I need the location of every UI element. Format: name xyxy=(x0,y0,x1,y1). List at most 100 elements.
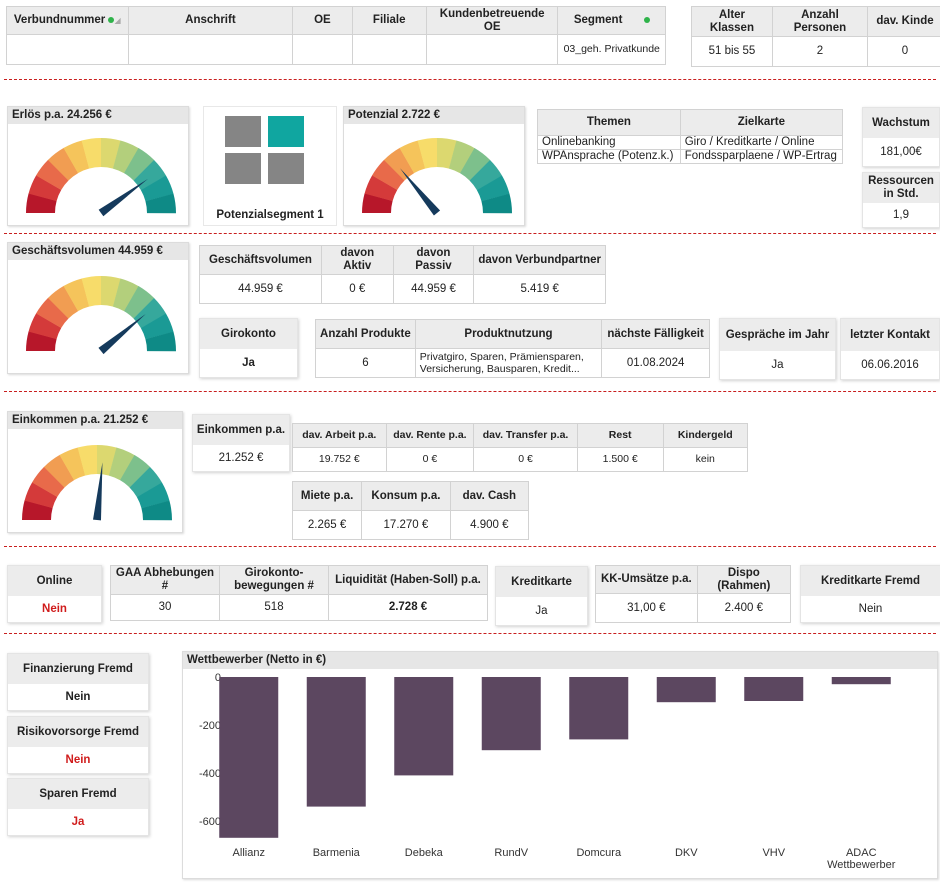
bar[interactable] xyxy=(394,677,454,776)
cell-oe xyxy=(292,34,353,65)
gauge-segment xyxy=(140,175,174,202)
gauge-segment xyxy=(36,159,69,190)
col-dispo[interactable]: Dispo (Rahmen) xyxy=(696,565,792,594)
gauge-segment xyxy=(81,276,102,307)
chart-panel-wettbewerber: Wettbewerber (Netto in €) 0 -200 -400 -600 A… xyxy=(182,651,938,879)
bar[interactable] xyxy=(481,677,541,751)
gauge-segment xyxy=(481,193,512,214)
gauge-segment xyxy=(141,500,172,521)
bar[interactable] xyxy=(831,677,891,685)
col-oe[interactable]: OE xyxy=(292,6,353,35)
col-liquiditaet[interactable]: Liquidität (Haben-Soll) p.a. xyxy=(328,565,488,595)
bar[interactable] xyxy=(656,677,716,703)
einkommen-table: dav. Arbeit p.a. dav. Rente p.a. dav. Tr… xyxy=(292,423,748,472)
class-table: Alter Klassen Anzahl Personen dav. Kinde… xyxy=(691,6,940,67)
gauge-title: Geschäftsvolumen 44.959 € xyxy=(8,243,188,260)
cell-dav-arbeit: 19.752 € xyxy=(292,447,387,472)
col-kk-umsaetze[interactable]: KK-Umsätze p.a. xyxy=(595,565,698,594)
card-label: Einkommen p.a. xyxy=(193,415,289,445)
col-themen[interactable]: Themen xyxy=(537,109,681,136)
col-davon-verbundpartner[interactable]: davon Verbundpartner xyxy=(473,245,606,275)
gauge-segment xyxy=(47,147,79,181)
cell-konsum: 17.270 € xyxy=(361,510,451,540)
cell-dav-kinder: 0 xyxy=(866,36,940,67)
cell-davon-passiv: 44.959 € xyxy=(392,274,475,304)
gauge-needle xyxy=(93,462,103,521)
col-filiale[interactable]: Filiale xyxy=(351,6,427,35)
col-anschrift[interactable]: Anschrift xyxy=(127,6,294,35)
gauge-segment xyxy=(101,138,121,169)
gauge-segment xyxy=(47,285,79,319)
col-anzahl-personen[interactable]: Anzahl Personen xyxy=(771,6,868,37)
sort-icon[interactable]: ◢ xyxy=(114,16,121,25)
bar[interactable] xyxy=(219,677,279,838)
col-davon-passiv[interactable]: davon Passiv xyxy=(392,245,475,275)
gauge-panel-einkommen: Einkommen p.a. 21.252 € xyxy=(7,411,183,533)
gauge-segment xyxy=(101,276,121,307)
cell-dav-transfer: 0 € xyxy=(473,447,578,472)
gauge-segment xyxy=(63,140,90,174)
col-alter-klassen[interactable]: Alter Klassen xyxy=(691,6,773,37)
bar[interactable] xyxy=(306,677,366,807)
kk-table: KK-Umsätze p.a. Dispo (Rahmen) 31,00 € 2… xyxy=(595,565,792,623)
col-rest[interactable]: Rest xyxy=(576,423,664,448)
col-miete[interactable]: Miete p.a. xyxy=(291,481,363,511)
card-sparen-fremd: Sparen Fremd Ja xyxy=(7,778,149,836)
card-label: Wachstum xyxy=(863,108,939,138)
col-kundenbetreuende-oe[interactable]: Kundenbetreuende OE xyxy=(425,6,559,35)
cell-davon-aktiv: 0 € xyxy=(320,274,394,304)
col-dav-transfer[interactable]: dav. Transfer p.a. xyxy=(473,423,578,448)
gauge-segment xyxy=(28,313,62,340)
gauge-panel-geschaeftsvolumen: Geschäftsvolumen 44.959 € xyxy=(7,242,189,374)
bar[interactable] xyxy=(744,677,804,701)
cell-filiale xyxy=(351,34,427,65)
segment-panel: Potenzialsegment 1 xyxy=(203,106,337,226)
card-risikovorsorge-fremd: Risikovorsorge Fremd Nein xyxy=(7,716,149,774)
segment-tile-3 xyxy=(225,153,261,184)
gauge-segment xyxy=(417,138,438,169)
col-dav-kinder[interactable]: dav. Kinde xyxy=(866,6,940,37)
bar[interactable] xyxy=(569,677,629,740)
gauge-segment xyxy=(26,193,57,213)
col-dav-cash[interactable]: dav. Cash xyxy=(449,481,530,511)
bar-chart: 0 -200 -400 -600 Allianz Barmenia Debeka RundV D… xyxy=(199,672,896,871)
gauge-segment xyxy=(136,482,170,509)
card-value: Ja xyxy=(535,605,548,617)
x-tick-label: Domcura xyxy=(576,847,622,859)
cell-thema: WPAnsprache (Potenz.k.) xyxy=(537,149,681,164)
col-dav-arbeit[interactable]: dav. Arbeit p.a. xyxy=(292,423,387,448)
col-segment[interactable]: Segment xyxy=(557,6,666,35)
x-tick-label: Wettbewerber xyxy=(827,859,896,871)
gauge-segment xyxy=(124,148,155,181)
col-konsum[interactable]: Konsum p.a. xyxy=(361,481,451,511)
gauge-segment xyxy=(22,500,53,520)
gauge-segment xyxy=(399,140,426,174)
separator xyxy=(4,633,936,634)
col-naechste-faelligkeit[interactable]: nächste Fälligkeit xyxy=(601,319,710,349)
card-letzter-kontakt: letzter Kontakt 06.06.2016 xyxy=(840,318,940,380)
col-davon-aktiv[interactable]: davon Aktiv xyxy=(320,245,394,275)
gauge-segment xyxy=(24,482,58,509)
segment-tile-1 xyxy=(225,116,261,147)
col-anzahl-produkte[interactable]: Anzahl Produkte xyxy=(315,319,416,349)
card-value: Nein xyxy=(65,754,91,766)
col-kindergeld[interactable]: Kindergeld xyxy=(662,423,748,448)
card-girokonto: Girokonto Ja xyxy=(199,318,298,378)
header-table: Verbundnummer ◢ Anschrift OE Filiale Kun… xyxy=(6,6,666,65)
cell-gaa-abhebungen: 30 xyxy=(110,594,220,621)
col-gaa-abhebungen[interactable]: GAA Abhebungen # xyxy=(110,565,220,595)
x-tick-label: Allianz xyxy=(233,847,265,859)
y-tick-label: -400 xyxy=(199,768,221,780)
cell-geschaeftsvolumen: 44.959 € xyxy=(199,274,322,304)
gauge-segment xyxy=(133,297,167,329)
col-zielkarte[interactable]: Zielkarte xyxy=(679,109,844,136)
col-dav-rente[interactable]: dav. Rente p.a. xyxy=(385,423,475,448)
col-produktnutzung[interactable]: Produktnutzung xyxy=(414,319,603,349)
col-geschaeftsvolumen[interactable]: Geschäftsvolumen xyxy=(199,245,322,275)
liquid-table: GAA Abhebungen # Girokonto-bewegungen # … xyxy=(110,565,488,621)
card-label: Online xyxy=(8,566,101,596)
col-girokonto-bewegungen[interactable]: Girokonto-bewegungen # xyxy=(219,565,329,595)
gauge-segment xyxy=(43,454,75,488)
col-verbundnummer[interactable]: Verbundnummer ◢ xyxy=(6,6,129,35)
gauge-segment xyxy=(372,159,405,190)
